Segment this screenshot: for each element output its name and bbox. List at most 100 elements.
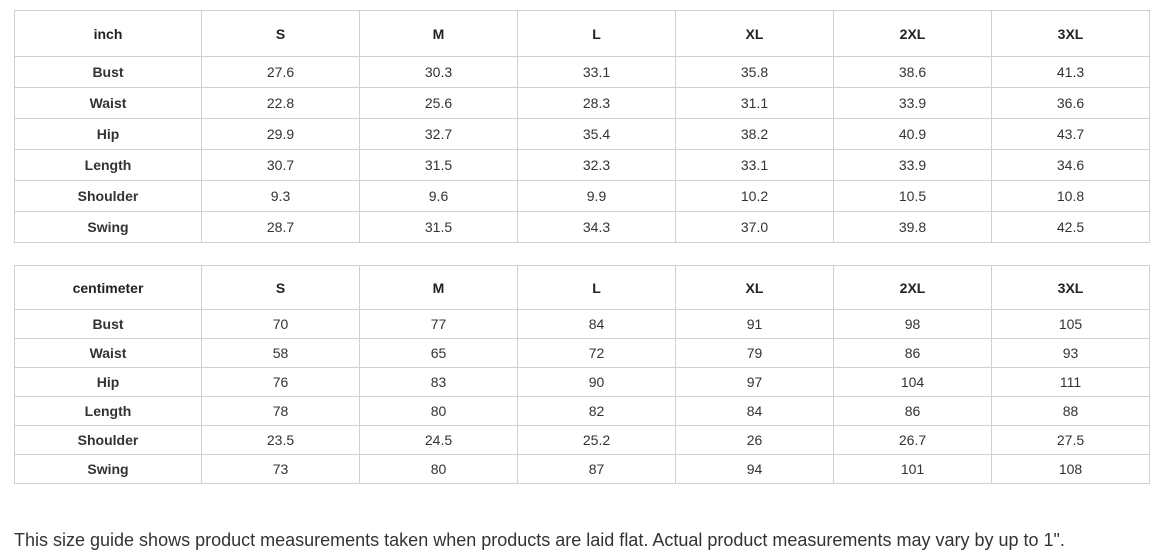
measurement-value: 9.9 bbox=[517, 180, 676, 212]
measurement-value: 37.0 bbox=[675, 211, 834, 243]
measurement-value: 42.5 bbox=[991, 211, 1150, 243]
table-row: Length 78 80 82 84 86 88 bbox=[14, 396, 1150, 426]
size-header: 3XL bbox=[991, 265, 1150, 310]
measurement-value: 33.1 bbox=[675, 149, 834, 181]
measurement-value: 33.1 bbox=[517, 56, 676, 88]
measurement-value: 25.6 bbox=[359, 87, 518, 119]
measurement-value: 28.3 bbox=[517, 87, 676, 119]
measurement-value: 22.8 bbox=[201, 87, 360, 119]
table-row: Bust 27.6 30.3 33.1 35.8 38.6 41.3 bbox=[14, 56, 1150, 88]
size-header: 2XL bbox=[833, 10, 992, 57]
measurement-value: 86 bbox=[833, 396, 992, 426]
measurement-value: 10.5 bbox=[833, 180, 992, 212]
size-header: 3XL bbox=[991, 10, 1150, 57]
measurement-value: 111 bbox=[991, 367, 1150, 397]
measurement-value: 26 bbox=[675, 425, 834, 455]
measurement-value: 43.7 bbox=[991, 118, 1150, 150]
size-header: L bbox=[517, 265, 676, 310]
size-header: XL bbox=[675, 10, 834, 57]
measurement-label: Bust bbox=[14, 56, 202, 88]
size-header: XL bbox=[675, 265, 834, 310]
measurement-label: Waist bbox=[14, 338, 202, 368]
measurement-label: Shoulder bbox=[14, 180, 202, 212]
size-header: M bbox=[359, 265, 518, 310]
measurement-value: 84 bbox=[675, 396, 834, 426]
size-header: M bbox=[359, 10, 518, 57]
measurement-value: 77 bbox=[359, 309, 518, 339]
measurement-value: 10.8 bbox=[991, 180, 1150, 212]
measurement-label: Waist bbox=[14, 87, 202, 119]
size-header: S bbox=[201, 10, 360, 57]
measurement-value: 36.6 bbox=[991, 87, 1150, 119]
measurement-value: 33.9 bbox=[833, 87, 992, 119]
table-row: Hip 76 83 90 97 104 111 bbox=[14, 367, 1150, 397]
measurement-value: 26.7 bbox=[833, 425, 992, 455]
measurement-value: 39.8 bbox=[833, 211, 992, 243]
measurement-value: 40.9 bbox=[833, 118, 992, 150]
size-guide-note: This size guide shows product measuremen… bbox=[14, 530, 1065, 550]
unit-header: centimeter bbox=[14, 265, 202, 310]
measurement-value: 84 bbox=[517, 309, 676, 339]
table-row: Length 30.7 31.5 32.3 33.1 33.9 34.6 bbox=[14, 149, 1150, 181]
measurement-value: 91 bbox=[675, 309, 834, 339]
measurement-value: 32.7 bbox=[359, 118, 518, 150]
measurement-value: 34.6 bbox=[991, 149, 1150, 181]
measurement-value: 86 bbox=[833, 338, 992, 368]
measurement-value: 24.5 bbox=[359, 425, 518, 455]
measurement-label: Length bbox=[14, 149, 202, 181]
measurement-label: Bust bbox=[14, 309, 202, 339]
measurement-value: 10.2 bbox=[675, 180, 834, 212]
table-row: Waist 58 65 72 79 86 93 bbox=[14, 338, 1150, 368]
measurement-value: 38.2 bbox=[675, 118, 834, 150]
measurement-value: 27.5 bbox=[991, 425, 1150, 455]
measurement-value: 94 bbox=[675, 454, 834, 484]
measurement-value: 79 bbox=[675, 338, 834, 368]
table-row: Hip 29.9 32.7 35.4 38.2 40.9 43.7 bbox=[14, 118, 1150, 150]
measurement-value: 34.3 bbox=[517, 211, 676, 243]
measurement-value: 88 bbox=[991, 396, 1150, 426]
measurement-value: 31.5 bbox=[359, 149, 518, 181]
measurement-value: 73 bbox=[201, 454, 360, 484]
measurement-value: 38.6 bbox=[833, 56, 992, 88]
measurement-value: 82 bbox=[517, 396, 676, 426]
measurement-value: 30.7 bbox=[201, 149, 360, 181]
measurement-value: 104 bbox=[833, 367, 992, 397]
measurement-value: 9.6 bbox=[359, 180, 518, 212]
measurement-value: 70 bbox=[201, 309, 360, 339]
measurement-value: 23.5 bbox=[201, 425, 360, 455]
measurement-label: Shoulder bbox=[14, 425, 202, 455]
measurement-value: 90 bbox=[517, 367, 676, 397]
table-row: Bust 70 77 84 91 98 105 bbox=[14, 309, 1150, 339]
measurement-value: 29.9 bbox=[201, 118, 360, 150]
measurement-value: 97 bbox=[675, 367, 834, 397]
measurement-value: 9.3 bbox=[201, 180, 360, 212]
measurement-label: Swing bbox=[14, 454, 202, 484]
measurement-value: 72 bbox=[517, 338, 676, 368]
size-table-inch: inch S M L XL 2XL 3XL Bust 27.6 30.3 33.1 35.8 38.6 4… bbox=[14, 10, 1150, 243]
table-row: Swing 73 80 87 94 101 108 bbox=[14, 454, 1150, 484]
measurement-value: 87 bbox=[517, 454, 676, 484]
measurement-value: 32.3 bbox=[517, 149, 676, 181]
measurement-value: 80 bbox=[359, 396, 518, 426]
table-row: Shoulder 9.3 9.6 9.9 10.2 10.5 10.8 bbox=[14, 180, 1150, 212]
measurement-value: 76 bbox=[201, 367, 360, 397]
measurement-value: 58 bbox=[201, 338, 360, 368]
size-header: S bbox=[201, 265, 360, 310]
measurement-value: 93 bbox=[991, 338, 1150, 368]
measurement-value: 30.3 bbox=[359, 56, 518, 88]
measurement-label: Swing bbox=[14, 211, 202, 243]
measurement-value: 33.9 bbox=[833, 149, 992, 181]
measurement-value: 41.3 bbox=[991, 56, 1150, 88]
header-row: centimeter S M L XL 2XL 3XL bbox=[14, 265, 1150, 310]
header-row: inch S M L XL 2XL 3XL bbox=[14, 10, 1150, 57]
measurement-label: Hip bbox=[14, 118, 202, 150]
size-header: 2XL bbox=[833, 265, 992, 310]
size-table-centimeter: centimeter S M L XL 2XL 3XL Bust 70 77 84 91 98 105 Wa… bbox=[14, 265, 1150, 484]
measurement-value: 31.1 bbox=[675, 87, 834, 119]
measurement-value: 105 bbox=[991, 309, 1150, 339]
measurement-value: 31.5 bbox=[359, 211, 518, 243]
table-row: Swing 28.7 31.5 34.3 37.0 39.8 42.5 bbox=[14, 211, 1150, 243]
measurement-label: Hip bbox=[14, 367, 202, 397]
measurement-value: 80 bbox=[359, 454, 518, 484]
measurement-value: 108 bbox=[991, 454, 1150, 484]
